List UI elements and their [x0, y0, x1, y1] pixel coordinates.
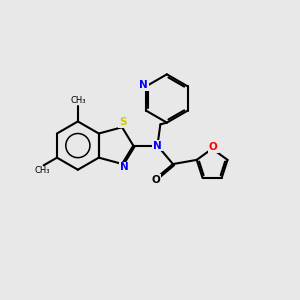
Text: N: N [120, 162, 129, 172]
Text: CH₃: CH₃ [70, 96, 85, 105]
Text: N: N [153, 141, 162, 151]
Text: CH₃: CH₃ [34, 166, 50, 175]
Text: O: O [209, 142, 218, 152]
Text: N: N [139, 80, 148, 90]
Text: O: O [152, 175, 161, 185]
Text: S: S [119, 117, 126, 127]
